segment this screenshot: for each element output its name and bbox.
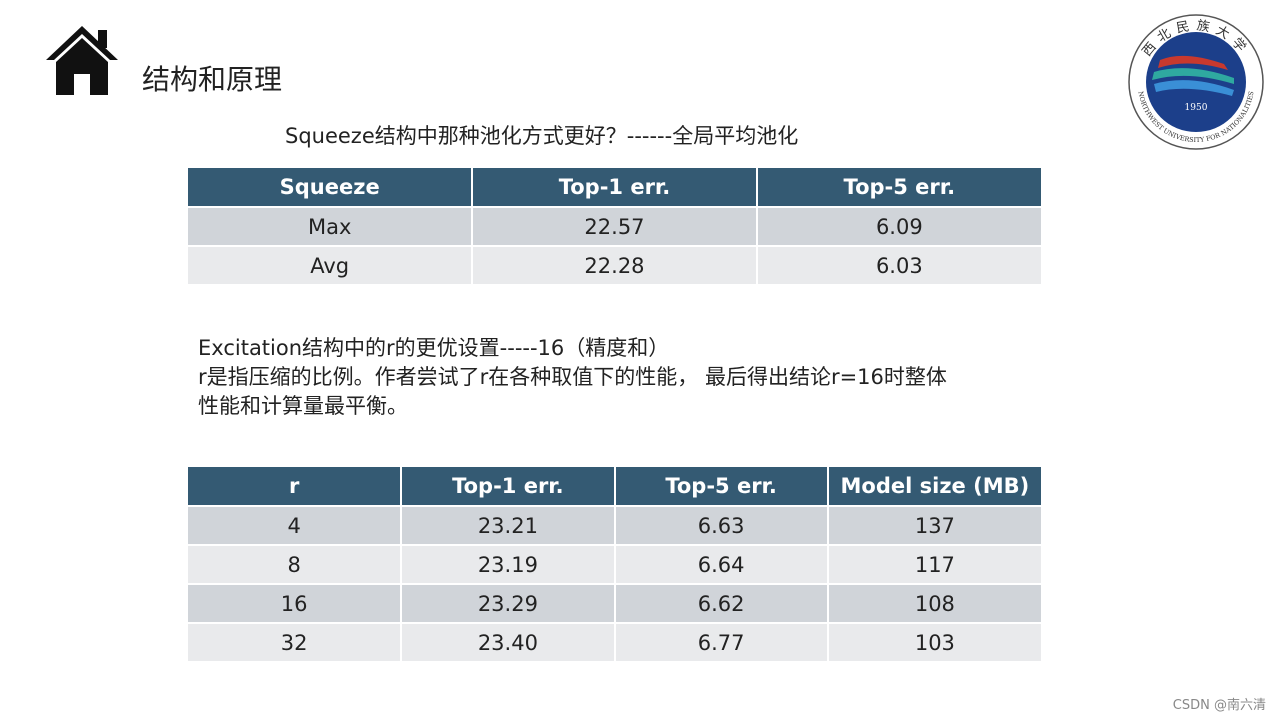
table-cell: 23.29 <box>401 584 616 624</box>
table-cell: 103 <box>827 623 1041 663</box>
table-cell: 6.77 <box>614 623 829 663</box>
table-row: 4 23.21 6.63 137 <box>188 506 1041 546</box>
table-cell: 23.21 <box>401 506 616 546</box>
table-squeeze: Squeeze Top-1 err. Top-5 err. Max 22.57 6.09 A… <box>188 168 1041 286</box>
table-row: Max 22.57 6.09 <box>188 207 1041 247</box>
paragraph-line: Excitation结构中的r的更优设置-----16（精度和） <box>198 336 670 360</box>
table-row: 8 23.19 6.64 117 <box>188 545 1041 585</box>
table-cell: 4 <box>188 506 403 546</box>
table-cell: 8 <box>188 545 403 585</box>
home-icon <box>46 26 118 95</box>
paragraph: Excitation结构中的r的更优设置-----16（精度和） r是指压缩的比例… <box>198 334 1058 421</box>
table-row: 32 23.40 6.77 103 <box>188 623 1041 663</box>
table-cell: 117 <box>827 545 1041 585</box>
question-text: Squeeze结构中那种池化方式更好？------全局平均池化 <box>285 124 799 148</box>
university-logo: 1950 西北民族大学 NORTHWEST UNIVERSITY FOR NAT… <box>1128 14 1264 150</box>
table-cell: 32 <box>188 623 403 663</box>
table-cell: 22.28 <box>472 246 758 286</box>
paragraph-line: r是指压缩的比例。作者尝试了r在各种取值下的性能， 最后得出结论r=16时整体 <box>198 365 947 389</box>
header-row: Squeeze Top-1 err. Top-5 err. <box>188 168 1041 208</box>
column-header: Squeeze <box>188 168 474 208</box>
table-cell: Max <box>188 207 474 247</box>
slide-title: 结构和原理 <box>142 63 283 96</box>
table-cell: 23.19 <box>401 545 616 585</box>
table-cell: 23.40 <box>401 623 616 663</box>
header-row: r Top-1 err. Top-5 err. Model size (MB) <box>188 467 1041 507</box>
table-cell: 6.64 <box>614 545 829 585</box>
column-header: r <box>188 467 403 507</box>
table-cell: 22.57 <box>472 207 758 247</box>
watermark: CSDN @南六清 <box>1172 698 1266 713</box>
logo-year: 1950 <box>1185 103 1208 113</box>
column-header: Model size (MB) <box>827 467 1041 507</box>
column-header: Top-1 err. <box>401 467 616 507</box>
table-cell: 6.03 <box>756 246 1041 286</box>
table-cell: 6.09 <box>756 207 1041 247</box>
table-cell: 137 <box>827 506 1041 546</box>
table-row: 16 23.29 6.62 108 <box>188 584 1041 624</box>
table-cell: 6.63 <box>614 506 829 546</box>
table-cell: Avg <box>188 246 474 286</box>
table-reduction: r Top-1 err. Top-5 err. Model size (MB) 4 23.… <box>188 467 1041 663</box>
table-row: Avg 22.28 6.03 <box>188 246 1041 286</box>
column-header: Top-1 err. <box>472 168 758 208</box>
column-header: Top-5 err. <box>614 467 829 507</box>
table-cell: 6.62 <box>614 584 829 624</box>
paragraph-line: 性能和计算量最平衡。 <box>198 394 408 418</box>
table-cell: 16 <box>188 584 403 624</box>
table-cell: 108 <box>827 584 1041 624</box>
column-header: Top-5 err. <box>756 168 1041 208</box>
